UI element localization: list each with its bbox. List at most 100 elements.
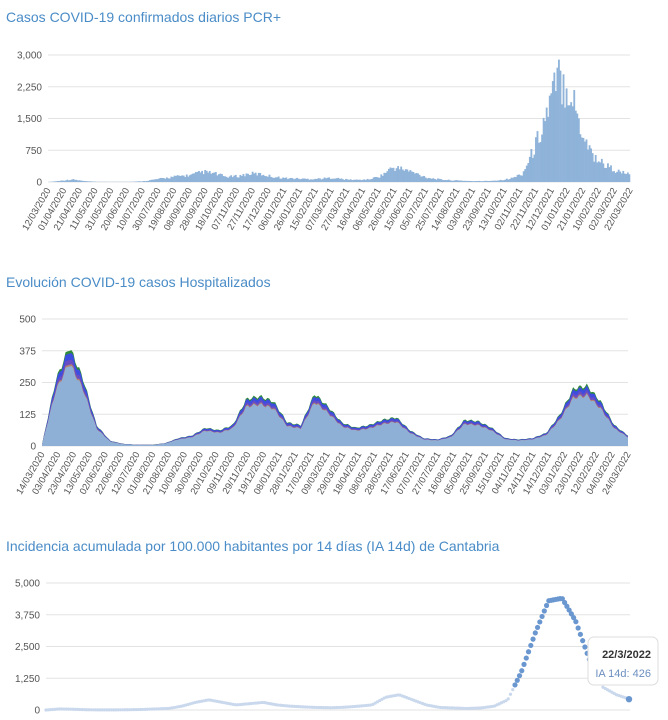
cases-bar (299, 179, 302, 182)
cases-bar (57, 180, 60, 182)
cases-bar (395, 168, 398, 182)
cases-bar (340, 178, 343, 182)
cases-bar (268, 174, 271, 182)
cases-bar (603, 167, 606, 182)
cases-bar (452, 180, 455, 182)
cases-bar (55, 181, 58, 182)
ia-point (118, 708, 123, 712)
ia-point (330, 706, 334, 710)
cases-bar (363, 179, 366, 182)
ia-point (543, 602, 550, 609)
ia-tooltip-value: IA 14d: 426 (595, 668, 651, 680)
cases-bar (328, 177, 331, 182)
cases-bar (421, 176, 424, 182)
incidence-chart: 5,000 3,750 2,500 1,250 0 22/3/2022 IA 14d: 42… (15, 579, 659, 717)
cases-bar (463, 180, 465, 182)
cases-bar (175, 175, 177, 182)
cases-bar (571, 106, 574, 182)
cases-bar (214, 172, 217, 182)
cases-bar (504, 179, 507, 182)
cases-bar (77, 180, 79, 182)
cases-bar (368, 179, 370, 182)
cases-bar (423, 175, 426, 182)
cases-bar (288, 178, 291, 182)
ia-point (582, 644, 588, 650)
cases-bar (410, 171, 413, 182)
cases-bar (610, 165, 612, 182)
cases-bar (626, 172, 629, 182)
cases-bar (386, 171, 389, 182)
cases-bar (78, 180, 81, 182)
cases-bar (475, 181, 478, 182)
ia-y-tick-label: 1,250 (15, 674, 40, 685)
ia-point (575, 625, 581, 631)
cases-bar (412, 171, 415, 182)
ia-point (132, 708, 136, 712)
cases-bar (178, 175, 181, 182)
cases-bar (588, 145, 591, 182)
cases-bar (87, 181, 90, 182)
cases-bar (573, 90, 576, 182)
cases-bar (481, 181, 484, 182)
cases-bar (472, 181, 475, 182)
cases-bar (414, 173, 416, 182)
ia-point (450, 706, 454, 710)
cases-bar (152, 179, 154, 182)
ia-point (537, 619, 543, 625)
cases-bar (594, 155, 597, 182)
cases-bar (52, 181, 55, 182)
ia-point (519, 668, 525, 674)
cases-bar (259, 172, 262, 182)
cases-bar (476, 181, 479, 182)
cases-bar (611, 171, 614, 182)
ia-point (564, 603, 570, 609)
cases-bar (176, 175, 179, 182)
cases-bar (84, 181, 87, 182)
ia-point (303, 705, 307, 709)
cases-bar (184, 177, 187, 182)
cases-bar (63, 180, 66, 182)
ia-point (141, 707, 145, 712)
cases-bar (149, 180, 151, 182)
cases-bar (528, 156, 531, 182)
cases-bar (449, 180, 452, 182)
cases-bar (250, 174, 252, 182)
ia-point (319, 705, 323, 710)
cases-bar (561, 104, 563, 182)
cases-bar (539, 141, 542, 182)
cases-bar (577, 118, 580, 182)
ia-y-tick-label: 3,750 (15, 610, 40, 621)
cases-bar (72, 179, 75, 182)
ia-point (470, 706, 474, 710)
cases-bar (427, 177, 430, 182)
cases-bar (407, 171, 410, 182)
ia-point (396, 693, 400, 697)
cases-bar (600, 158, 603, 182)
cases-bar (150, 179, 153, 182)
cases-bar (559, 70, 562, 182)
cases-bar (424, 177, 427, 182)
cases-bar (459, 180, 462, 182)
cases-bar (230, 175, 233, 182)
ia-point (463, 706, 467, 711)
cases-bar (512, 177, 514, 182)
ia-point (568, 611, 574, 617)
cases-bar (317, 178, 320, 182)
cases-bar (308, 179, 311, 182)
ia-point (134, 707, 138, 712)
ia-point (523, 655, 529, 661)
ia-point (475, 706, 479, 710)
cases-bar (487, 180, 490, 182)
cases-bar (165, 177, 168, 182)
cases-bar (590, 148, 593, 182)
cases-bar (467, 180, 470, 182)
cases-bar (453, 180, 456, 182)
cases-bar (389, 167, 392, 182)
cases-bar (622, 170, 625, 182)
ia-point (154, 707, 159, 711)
cases-bar (498, 180, 501, 182)
cases-bar (195, 172, 197, 182)
cases-bar (80, 180, 82, 182)
cases-bar (365, 180, 367, 182)
cases-bar (574, 110, 577, 182)
